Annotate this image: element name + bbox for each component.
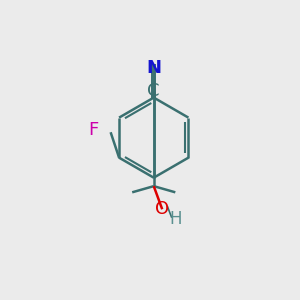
Text: F: F — [88, 121, 99, 139]
Text: C: C — [148, 82, 160, 100]
Text: O: O — [155, 200, 169, 218]
Text: H: H — [169, 210, 182, 228]
Text: N: N — [146, 59, 161, 77]
